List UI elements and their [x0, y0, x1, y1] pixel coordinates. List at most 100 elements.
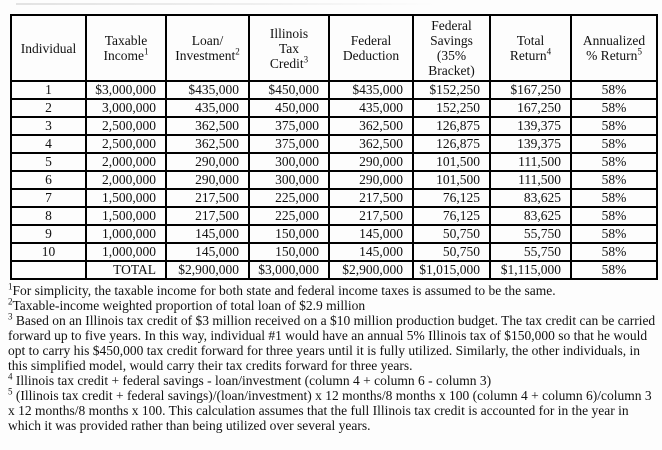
value-cell: 290,000 [165, 170, 250, 190]
value-cell: 83,625 [489, 206, 572, 226]
value-cell: 217,500 [328, 188, 414, 208]
value-cell: $1,115,000 [489, 260, 572, 280]
individual-cell: 5 [10, 152, 87, 172]
column-header-label: Illinois Tax Credit [269, 25, 309, 71]
value-cell: 58% [570, 134, 658, 154]
footnote-text: For simplicity, the taxable income for b… [12, 283, 556, 298]
value-cell: 375,000 [248, 134, 330, 154]
value-cell: 58% [570, 170, 658, 190]
table-row: 7 1,500,000 217,500 225,000 217,500 76,125 83,… [10, 188, 658, 208]
table-row: 6 2,000,000 290,000 300,000 290,000 101,500 11… [10, 170, 658, 190]
value-cell: 225,000 [248, 206, 330, 226]
value-cell: 225,000 [248, 188, 330, 208]
footnote-text: (Illinois tax credit + federal savings)/… [8, 388, 652, 433]
value-cell: 362,500 [165, 134, 250, 154]
value-cell: 111,500 [489, 152, 572, 172]
value-cell: $167,250 [489, 80, 572, 100]
value-cell: 362,500 [328, 134, 414, 154]
value-cell: 101,500 [412, 152, 491, 172]
footnote-3: 3 Based on an Illinois tax credit of $3 … [8, 311, 658, 373]
footnote-text: Illinois tax credit + federal savings - … [12, 373, 492, 388]
value-cell: 139,375 [489, 134, 572, 154]
value-cell: 362,500 [165, 116, 250, 136]
individual-cell: 4 [10, 134, 87, 154]
value-cell: $435,000 [165, 80, 250, 100]
value-cell: 290,000 [328, 152, 414, 172]
footnote-superscript: 5 [8, 386, 13, 397]
column-header-taxable-income: Taxable Income1 [85, 14, 167, 82]
footnote-superscript: 4 [8, 371, 13, 382]
column-header-label: Total Return [509, 33, 547, 63]
table-header: Individual Taxable Income1 Loan/ Investm… [10, 14, 658, 82]
value-cell: 55,750 [489, 224, 572, 244]
value-cell: 145,000 [165, 224, 250, 244]
column-header-federal-deduction: Federal Deduction [328, 14, 414, 82]
value-cell: 2,000,000 [85, 152, 167, 172]
value-cell: 450,000 [248, 98, 330, 118]
value-cell: $1,015,000 [412, 260, 491, 280]
footnote-2: 2Taxable-income weighted proportion of t… [8, 296, 658, 313]
table-row: 1 $3,000,000 $435,000 $450,000 $435,000 $152,… [10, 80, 658, 100]
table-row: 10 1,000,000 145,000 150,000 145,000 50,750 55… [10, 242, 658, 262]
value-cell: 50,750 [412, 224, 491, 244]
individual-cell: 10 [10, 242, 87, 262]
value-cell: 152,250 [412, 98, 491, 118]
individual-cell: 1 [10, 80, 87, 100]
column-header-superscript: 5 [637, 46, 642, 57]
value-cell: 58% [570, 206, 658, 226]
value-cell: $435,000 [328, 80, 414, 100]
value-cell: 55,750 [489, 242, 572, 262]
value-cell: 3,000,000 [85, 98, 167, 118]
value-cell: 300,000 [248, 170, 330, 190]
column-header-individual: Individual [10, 14, 87, 82]
value-cell: $3,000,000 [248, 260, 330, 280]
table-row: 9 1,000,000 145,000 150,000 145,000 50,750 55,… [10, 224, 658, 244]
column-header-federal-savings: Federal Savings (35% Bracket) [412, 14, 491, 82]
value-cell: $2,900,000 [165, 260, 250, 280]
value-cell: 58% [570, 98, 658, 118]
individual-cell: 7 [10, 188, 87, 208]
value-cell: 126,875 [412, 134, 491, 154]
value-cell: 217,500 [165, 206, 250, 226]
value-cell: $152,250 [412, 80, 491, 100]
value-cell: 375,000 [248, 116, 330, 136]
value-cell: 101,500 [412, 170, 491, 190]
table-body: 1 $3,000,000 $435,000 $450,000 $435,000 $152,… [10, 80, 658, 280]
value-cell: 2,500,000 [85, 134, 167, 154]
value-cell: TOTAL [85, 260, 167, 280]
total-row: TOTAL $2,900,000 $3,000,000 $2,900,000 $1,01… [10, 260, 658, 280]
value-cell: 58% [570, 260, 658, 280]
value-cell: 150,000 [248, 242, 330, 262]
value-cell: 217,500 [165, 188, 250, 208]
tax-credit-table: Individual Taxable Income1 Loan/ Investm… [10, 14, 658, 280]
value-cell: 167,250 [489, 98, 572, 118]
column-header-superscript: 1 [143, 46, 149, 57]
table-row: 3 2,500,000 362,500 375,000 362,500 126,875 13… [10, 116, 658, 136]
footnote-4: 4 Illinois tax credit + federal savings … [8, 371, 658, 388]
value-cell: 150,000 [248, 224, 330, 244]
value-cell: 435,000 [165, 98, 250, 118]
footnote-1: 1For simplicity, the taxable income for … [8, 281, 658, 298]
footnotes: 1For simplicity, the taxable income for … [8, 281, 658, 433]
value-cell: 139,375 [489, 116, 572, 136]
value-cell: 300,000 [248, 152, 330, 172]
value-cell: 145,000 [328, 242, 414, 262]
footnote-5: 5 (Illinois tax credit + federal savings… [8, 386, 658, 433]
value-cell: 58% [570, 224, 658, 244]
column-header-superscript: 4 [546, 46, 552, 57]
value-cell: 1,000,000 [85, 242, 167, 262]
column-header-illinois-tax-credit: Illinois Tax Credit3 [248, 14, 330, 82]
footnote-superscript: 3 [8, 311, 13, 322]
footnote-superscript: 2 [8, 296, 13, 307]
value-cell: 50,750 [412, 242, 491, 262]
value-cell: 145,000 [328, 224, 414, 244]
value-cell: 2,500,000 [85, 116, 167, 136]
header-row: Individual Taxable Income1 Loan/ Investm… [10, 14, 658, 82]
value-cell: 58% [570, 188, 658, 208]
column-header-label: Federal Deduction [342, 33, 400, 63]
footnote-superscript: 1 [8, 281, 13, 292]
column-header-annualized-return: Annualized % Return5 [570, 14, 658, 82]
table-row: 2 3,000,000 435,000 450,000 435,000 152,250 16… [10, 98, 658, 118]
column-header-label: Loan/ Investment [175, 33, 236, 63]
individual-cell: 2 [10, 98, 87, 118]
